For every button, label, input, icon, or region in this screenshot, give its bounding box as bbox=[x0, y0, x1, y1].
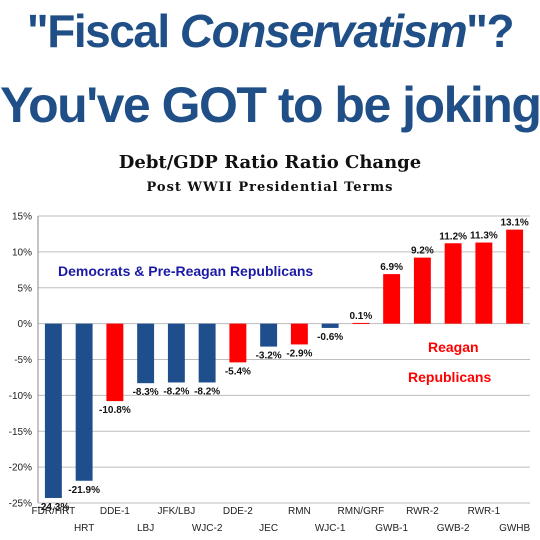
data-label: 11.2% bbox=[439, 231, 467, 242]
annotation-reagan: Reagan bbox=[428, 339, 479, 355]
data-label: -3.2% bbox=[256, 351, 282, 362]
bar-rwr-2 bbox=[413, 257, 431, 324]
category-label: RWR-1 bbox=[468, 506, 501, 517]
chart-subtitle: Post WWII Presidential Terms bbox=[146, 180, 394, 195]
data-label: 6.9% bbox=[380, 262, 403, 273]
y-tick-label: -25% bbox=[9, 499, 32, 510]
bar-dde-1 bbox=[106, 323, 124, 402]
category-label: RMN/GRF bbox=[338, 506, 385, 517]
bar-dde-2 bbox=[229, 323, 247, 363]
category-label: RWR-2 bbox=[406, 506, 439, 517]
category-label: LBJ bbox=[137, 523, 154, 534]
data-label: -8.2% bbox=[163, 386, 189, 397]
category-label: DDE-1 bbox=[100, 506, 130, 517]
data-label: -2.9% bbox=[286, 348, 312, 359]
data-label: 11.3% bbox=[470, 231, 498, 242]
category-label: WJC-1 bbox=[315, 523, 346, 534]
bar-fdr-hrt bbox=[44, 323, 62, 498]
y-axis: 15% 10% 5% 0% -5% -10% -15% -20% -25% bbox=[9, 212, 39, 510]
y-tick-label: 15% bbox=[12, 212, 32, 223]
annotation-republicans: Republicans bbox=[408, 369, 491, 385]
y-tick-label: -10% bbox=[9, 391, 32, 402]
y-tick-label: -15% bbox=[9, 427, 32, 438]
y-tick-label: 0% bbox=[18, 319, 33, 330]
category-label: JFK/LBJ bbox=[157, 506, 195, 517]
data-label: -0.6% bbox=[317, 332, 343, 343]
bar-gwb-1 bbox=[383, 274, 401, 324]
annotation-democrats: Democrats & Pre-Reagan Republicans bbox=[58, 263, 313, 279]
data-label: -10.8% bbox=[99, 405, 131, 416]
category-label: FDR/HRT bbox=[32, 506, 76, 517]
category-label: DDE-2 bbox=[223, 506, 253, 517]
data-label: 13.1% bbox=[500, 218, 528, 229]
headline-line-1: "Fiscal Conservatism"? bbox=[0, 4, 540, 58]
data-label: -5.4% bbox=[225, 366, 251, 377]
category-label: GWB-1 bbox=[375, 523, 408, 534]
data-label: -8.3% bbox=[133, 387, 159, 398]
category-label: GWB-2 bbox=[437, 523, 470, 534]
category-label: RMN bbox=[288, 506, 311, 517]
data-label: 0.1% bbox=[349, 311, 372, 322]
y-tick-label: -20% bbox=[9, 463, 32, 474]
bar-hrt bbox=[75, 323, 93, 481]
category-label: HRT bbox=[74, 523, 94, 534]
bar-rwr-1 bbox=[475, 242, 493, 324]
data-labels: -24.3% -21.9% -10.8%-8.3% -8.2% -8.2% -5.4% -3… bbox=[38, 218, 529, 513]
bar-gwb-2 bbox=[444, 243, 462, 324]
category-label: WJC-2 bbox=[192, 523, 223, 534]
headline-italic: Conservatism bbox=[179, 5, 468, 57]
y-tick-label: 5% bbox=[18, 283, 33, 294]
bar-rmn-grf bbox=[352, 322, 370, 324]
data-label: -24.3% bbox=[38, 502, 70, 513]
bar-wjc-1 bbox=[321, 323, 339, 328]
data-label: -21.9% bbox=[68, 485, 100, 496]
headline-close: "? bbox=[466, 5, 514, 57]
bar-wjc-2 bbox=[198, 323, 216, 383]
bar-gwhb bbox=[506, 229, 524, 324]
headline-open: "Fiscal bbox=[26, 5, 180, 57]
bar-jec bbox=[260, 323, 278, 347]
data-label: -8.2% bbox=[194, 386, 220, 397]
bar-jfk-lbj bbox=[167, 323, 185, 383]
bars bbox=[44, 229, 524, 498]
chart-title: Debt/GDP Ratio Ratio Change bbox=[118, 152, 422, 173]
bar-rmn bbox=[290, 323, 308, 345]
y-tick-label: -5% bbox=[14, 355, 32, 366]
category-label: GWHB bbox=[499, 523, 530, 534]
headline-line-2: You've GOT to be joking! bbox=[0, 77, 540, 133]
data-label: 9.2% bbox=[411, 246, 434, 257]
category-label: JEC bbox=[259, 523, 278, 534]
bar-lbj bbox=[137, 323, 155, 384]
y-tick-label: 10% bbox=[12, 247, 32, 258]
